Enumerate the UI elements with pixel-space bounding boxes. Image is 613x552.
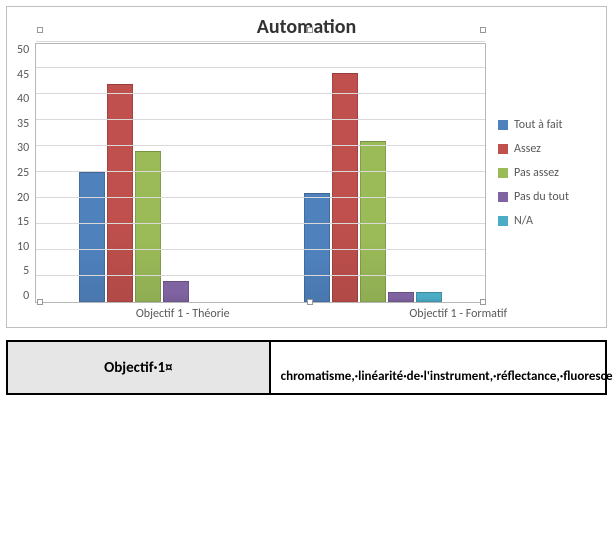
gridline	[36, 171, 485, 172]
selection-handle[interactable]	[37, 27, 43, 33]
objectif-table-left: Objectif·1¤	[8, 342, 271, 393]
gridline	[36, 275, 485, 276]
legend-label: Tout à fait	[514, 118, 563, 132]
gridline	[36, 145, 485, 146]
plot-area	[35, 43, 486, 303]
bar	[79, 172, 105, 302]
gridline	[36, 249, 485, 250]
bar	[332, 73, 358, 302]
gridline	[36, 93, 485, 94]
legend-label: Assez	[514, 142, 541, 156]
y-tick-label: 5	[23, 264, 29, 278]
bar	[416, 292, 442, 302]
legend-item: Pas du tout	[498, 190, 596, 204]
legend-label: Pas assez	[514, 166, 559, 180]
y-tick-label: 25	[17, 166, 29, 180]
objectif-table-right: Pré·analytique,·analytique,·post-analyti…	[271, 342, 613, 393]
gridline	[36, 197, 485, 198]
bar	[304, 193, 330, 302]
bars-layer	[36, 44, 485, 302]
x-tick-label: Objectif 1 - Théorie	[45, 303, 321, 321]
legend-label: Pas du tout	[514, 190, 569, 204]
gridline	[36, 223, 485, 224]
bar-group	[261, 44, 485, 302]
legend-swatch	[498, 192, 508, 202]
y-tick-label: 10	[17, 240, 29, 254]
selection-handle[interactable]	[480, 299, 486, 305]
gridline	[36, 119, 485, 120]
y-tick-label: 40	[17, 92, 29, 106]
y-tick-label: 35	[17, 117, 29, 131]
chart-frame: Automation 05101520253035404550 Tout à f…	[6, 6, 607, 328]
selection-handle[interactable]	[307, 299, 313, 305]
y-tick-label: 45	[17, 68, 29, 82]
objectif-table: Objectif·1¤ Pré·analytique,·analytique,·…	[6, 340, 607, 395]
legend-item: Assez	[498, 142, 596, 156]
x-tick-label: Objectif 1 - Formatif	[321, 303, 597, 321]
y-tick-label: 20	[17, 191, 29, 205]
plot-row: 0 5 10 15 20 25 30 35 40 45 50 Tout à fait Assez Pas…	[17, 43, 596, 303]
selection-handle[interactable]	[37, 299, 43, 305]
legend-swatch	[498, 144, 508, 154]
y-axis: 0 5 10 15 20 25 30 35 40 45 50	[17, 43, 35, 303]
bar	[163, 281, 189, 302]
selection-handle[interactable]	[307, 27, 313, 33]
gridline	[36, 41, 485, 42]
bar-group	[36, 44, 260, 302]
y-tick-label: 50	[17, 43, 29, 57]
legend-swatch	[498, 216, 508, 226]
gridline	[36, 67, 485, 68]
y-tick-label: 0	[23, 289, 29, 303]
legend: Tout à fait Assez Pas assez Pas du tout N/A	[486, 43, 596, 303]
legend-item: Tout à fait	[498, 118, 596, 132]
selection-handle[interactable]	[480, 27, 486, 33]
legend-item: Pas assez	[498, 166, 596, 180]
x-axis-labels: Objectif 1 - ThéorieObjectif 1 - Formati…	[45, 303, 596, 321]
legend-swatch	[498, 120, 508, 130]
bar	[135, 151, 161, 302]
bar	[388, 292, 414, 302]
legend-swatch	[498, 168, 508, 178]
bar	[360, 141, 386, 302]
y-tick-label: 30	[17, 141, 29, 155]
legend-item: N/A	[498, 214, 596, 228]
legend-label: N/A	[514, 214, 533, 228]
y-tick-label: 15	[17, 215, 29, 229]
bar	[107, 84, 133, 302]
